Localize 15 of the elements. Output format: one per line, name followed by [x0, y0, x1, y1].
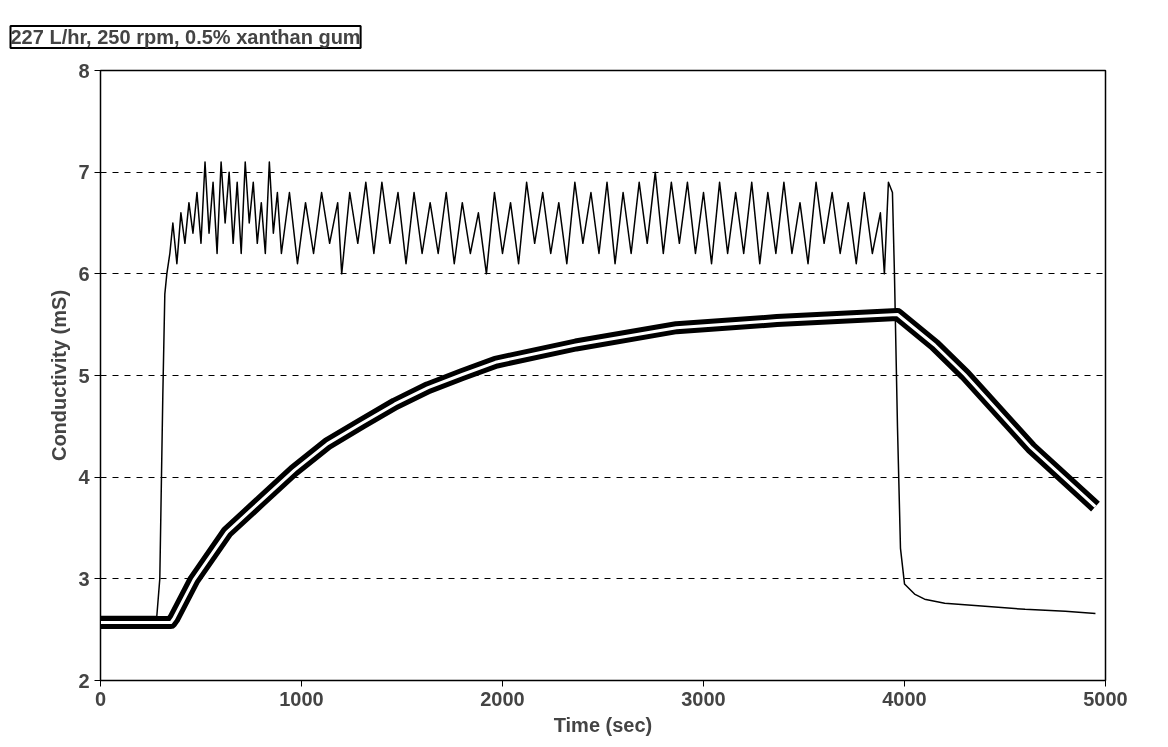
y-tick-label: 5	[78, 364, 90, 387]
y-tick-label: 6	[78, 262, 90, 285]
x-tick-label: 2000	[480, 687, 525, 710]
x-axis-title: Time (sec)	[553, 713, 653, 736]
y-tick-label: 3	[78, 567, 90, 590]
y-tick-label: 7	[78, 161, 90, 184]
y-axis-title: Conductivity (mS)	[48, 289, 71, 462]
y-tick-label: 8	[78, 59, 90, 82]
y-tick-label: 2	[78, 669, 90, 692]
x-tick-label: 5000	[1083, 687, 1128, 710]
y-tick-label: 4	[78, 466, 91, 489]
x-tick-label: 0	[94, 687, 107, 710]
x-tick-label: 3000	[681, 687, 726, 710]
x-tick-label: 1000	[279, 687, 324, 710]
x-tick-label: 4000	[882, 687, 927, 710]
